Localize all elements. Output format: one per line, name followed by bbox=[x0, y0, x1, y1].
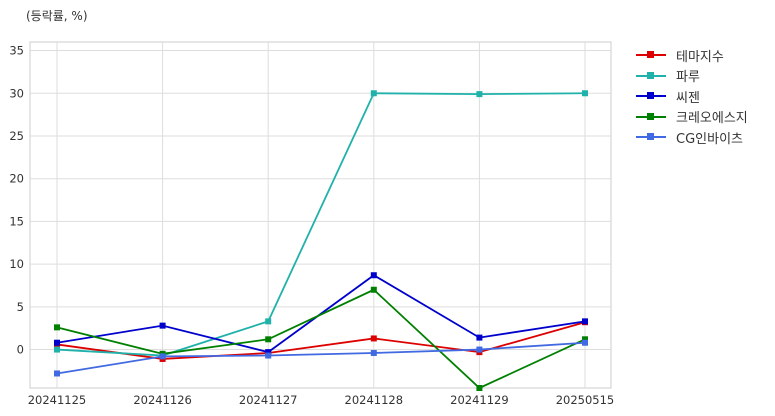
legend-swatch bbox=[636, 90, 666, 102]
legend-item: 크레오에스지 bbox=[636, 107, 748, 128]
data-point bbox=[159, 353, 166, 360]
x-tick-label: 20241126 bbox=[133, 393, 192, 407]
data-point bbox=[159, 322, 166, 329]
legend-item: CG인바이츠 bbox=[636, 127, 748, 148]
series-1 bbox=[54, 90, 588, 359]
legend-item: 씨젠 bbox=[636, 86, 748, 107]
data-point bbox=[582, 336, 588, 343]
data-point bbox=[582, 339, 588, 346]
plot-frame bbox=[29, 41, 612, 389]
data-point bbox=[370, 272, 377, 279]
series-line bbox=[56, 341, 586, 375]
data-point bbox=[54, 370, 60, 377]
data-point bbox=[370, 90, 377, 97]
series-0 bbox=[54, 319, 588, 362]
y-tick-label: 30 bbox=[9, 86, 24, 100]
data-point bbox=[54, 339, 60, 346]
legend-label: 테마지수 bbox=[676, 49, 724, 65]
data-point bbox=[54, 346, 60, 353]
legend-label: CG인바이츠 bbox=[676, 131, 743, 147]
series-line bbox=[56, 288, 586, 390]
data-point bbox=[476, 91, 483, 98]
data-point bbox=[265, 318, 272, 325]
x-tick-label: 20241128 bbox=[345, 393, 404, 407]
data-point bbox=[265, 336, 272, 343]
legend-swatch bbox=[636, 131, 666, 143]
legend-item: 파루 bbox=[636, 66, 748, 87]
series-4 bbox=[54, 339, 588, 377]
series-layer bbox=[54, 90, 588, 391]
y-tick-label: 20 bbox=[9, 172, 24, 186]
legend-swatch bbox=[636, 49, 666, 61]
series-line bbox=[56, 92, 586, 357]
y-tick-label: 5 bbox=[17, 300, 24, 314]
legend-label: 씨젠 bbox=[676, 90, 700, 106]
unit-label: (등락률, %) bbox=[26, 9, 88, 23]
data-point bbox=[476, 346, 483, 353]
data-point bbox=[54, 324, 60, 331]
y-tick-label: 35 bbox=[9, 44, 24, 58]
data-point bbox=[582, 90, 588, 97]
legend-label: 파루 bbox=[676, 70, 700, 86]
x-tick-label: 20241127 bbox=[239, 393, 298, 407]
legend-item: 테마지수 bbox=[636, 45, 748, 66]
data-point bbox=[582, 318, 588, 325]
axis-layer: 0 5 10 15 20 25 30 35 20241125 20241126 20241127 20… bbox=[9, 44, 614, 407]
data-point bbox=[370, 286, 377, 293]
grid-layer bbox=[29, 41, 612, 389]
y-tick-label: 25 bbox=[9, 129, 24, 143]
data-point bbox=[476, 385, 483, 391]
legend-swatch bbox=[636, 111, 666, 123]
series-3 bbox=[54, 286, 588, 391]
legend-swatch bbox=[636, 70, 666, 82]
y-tick-label: 10 bbox=[9, 257, 24, 271]
data-point bbox=[476, 334, 483, 341]
x-tick-label: 20241129 bbox=[450, 393, 509, 407]
data-point bbox=[370, 335, 377, 342]
x-tick-label: 20250515 bbox=[556, 393, 615, 407]
x-tick-label: 20241125 bbox=[28, 393, 87, 407]
data-point bbox=[265, 349, 272, 356]
series-line bbox=[56, 321, 586, 360]
data-point bbox=[370, 349, 377, 356]
y-tick-label: 15 bbox=[9, 214, 24, 228]
legend-label: 크레오에스지 bbox=[676, 111, 748, 127]
y-tick-label: 0 bbox=[17, 343, 24, 357]
data-point bbox=[265, 352, 272, 359]
